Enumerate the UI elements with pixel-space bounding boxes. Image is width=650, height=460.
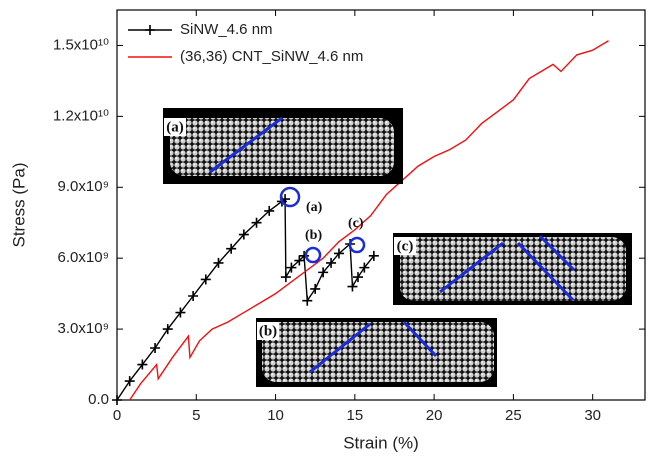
y-tick-label: 3.0x10⁹ — [58, 320, 109, 337]
inset-label: (c) — [397, 238, 414, 254]
y-tick-label: 9.0x10⁹ — [58, 178, 109, 195]
annotation: (c) — [348, 216, 364, 231]
point-marker — [299, 250, 310, 261]
point-marker — [175, 307, 186, 318]
point-marker — [200, 274, 211, 285]
inset-label: (b) — [259, 323, 277, 339]
point-marker — [353, 272, 364, 283]
annotation-circle — [279, 186, 301, 208]
y-tick-label: 1.2x10¹⁰ — [53, 107, 109, 124]
plot-frame — [116, 9, 646, 401]
x-tick-label: 15 — [346, 407, 363, 424]
point-marker — [150, 343, 161, 353]
point-marker — [286, 262, 297, 273]
point-marker — [188, 291, 199, 301]
point-marker — [359, 262, 370, 273]
series-line — [129, 40, 609, 401]
annotation-circle — [304, 246, 322, 264]
inset-b: (b) — [256, 318, 497, 387]
point-marker — [318, 267, 329, 278]
plot-area — [112, 40, 609, 405]
point-marker — [251, 217, 262, 228]
point-marker — [280, 272, 291, 283]
x-tick-label: 25 — [505, 407, 522, 424]
point-marker — [137, 359, 148, 370]
x-tick-label: 30 — [584, 407, 601, 424]
point-marker — [162, 324, 173, 335]
point-marker — [333, 248, 344, 259]
y-axis-title: Stress (Pa) — [9, 162, 28, 247]
x-tick-label: 20 — [426, 407, 443, 424]
point-marker — [368, 250, 379, 261]
x-tick-label: 10 — [267, 407, 284, 424]
point-marker — [226, 243, 237, 254]
point-marker — [294, 255, 305, 266]
annotation-circle — [348, 236, 366, 254]
inset-label: (a) — [166, 119, 184, 135]
x-tick-label: 5 — [192, 407, 200, 424]
inset-c: (c) — [393, 233, 632, 305]
x-tick-label: 0 — [113, 407, 121, 424]
point-marker — [124, 376, 135, 387]
y-tick-label: 1.5x10¹⁰ — [53, 36, 109, 53]
point-marker — [264, 205, 275, 216]
annotation: (b) — [305, 228, 322, 243]
point-marker — [326, 257, 337, 268]
legend-label: (36,36) CNT_SiNW_4.6 nm — [180, 48, 363, 65]
y-tick-label: 0.0 — [88, 391, 109, 408]
legend-marker — [145, 25, 155, 35]
point-marker — [302, 295, 313, 306]
inset-a: (a) — [163, 108, 403, 184]
point-marker — [347, 281, 358, 292]
point-marker — [310, 283, 321, 294]
point-marker — [213, 257, 224, 268]
annotation: (a) — [306, 200, 323, 215]
y-tick-label: 6.0x10⁹ — [58, 249, 109, 266]
point-marker — [238, 229, 249, 240]
legend-label: SiNW_4.6 nm — [180, 21, 273, 38]
x-axis-title: Strain (%) — [343, 433, 419, 452]
